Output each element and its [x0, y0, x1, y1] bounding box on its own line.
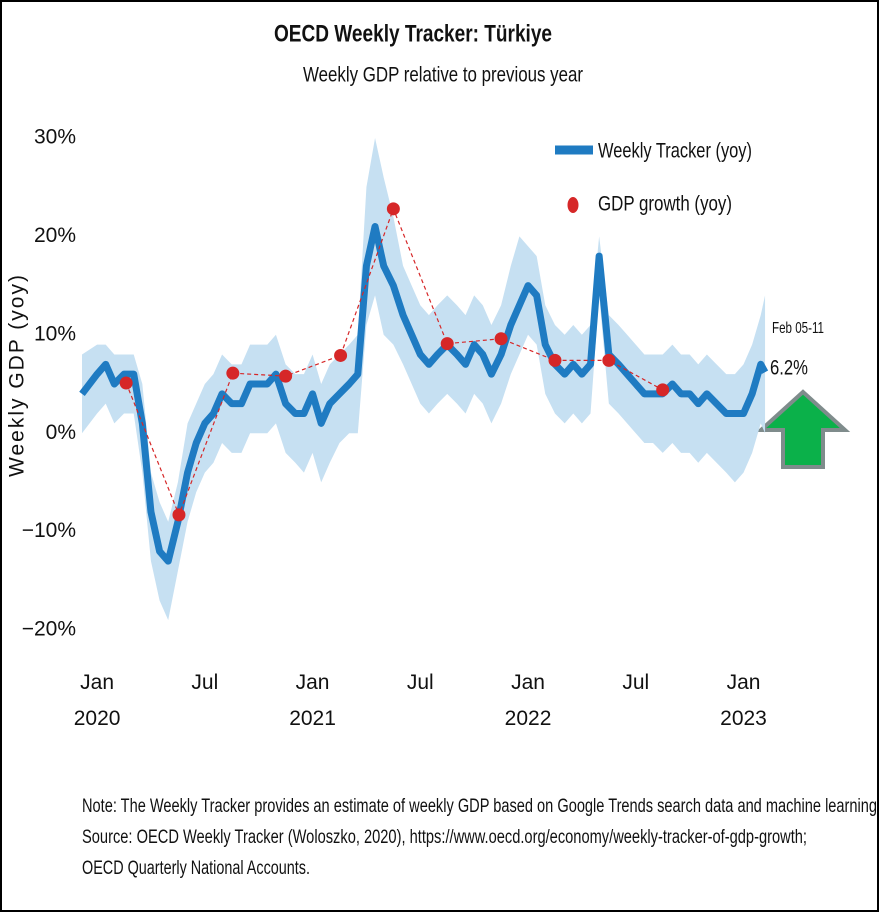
gdp-point	[656, 383, 670, 397]
y-tick-label: 10%	[34, 322, 76, 345]
gdp-point	[226, 366, 240, 380]
x-tick-label: Jan 2023	[720, 671, 767, 730]
note: OECD Quarterly National Accounts.	[82, 858, 310, 879]
legend-swatch	[567, 197, 579, 213]
gdp-point	[440, 337, 454, 351]
y-axis-label: Weekly GDP (yoy)	[6, 273, 29, 477]
confidence-band	[82, 137, 766, 621]
y-tick-label: 30%	[34, 126, 76, 149]
gdp-point	[119, 376, 133, 390]
y-tick-label: −10%	[22, 519, 76, 542]
x-tick-label: Jan 2020	[74, 671, 121, 730]
legend-label: Weekly Tracker (yoy)	[598, 140, 752, 163]
tracker-line	[79, 223, 769, 565]
chart-title: OECD Weekly Tracker: Türkiye	[274, 20, 552, 47]
y-tick-label: −20%	[22, 618, 76, 641]
annotation-date: Feb 05-11	[772, 320, 824, 337]
y-tick-label: 0%	[46, 421, 76, 444]
x-tick-label: Jan 2022	[505, 671, 552, 730]
gdp-point	[386, 202, 400, 216]
note: Note: The Weekly Tracker provides an est…	[82, 796, 877, 817]
legend-label: GDP growth (yoy)	[598, 193, 732, 216]
y-tick-label: 20%	[34, 224, 76, 247]
x-tick-label: Jul	[407, 671, 434, 694]
gdp-point	[494, 332, 508, 346]
note: Source: OECD Weekly Tracker (Woloszko, 2…	[82, 827, 807, 848]
chart-subtitle: Weekly GDP relative to previous year	[303, 64, 583, 87]
x-tick-label: Jul	[622, 671, 649, 694]
gdp-point	[334, 348, 348, 362]
gdp-point	[172, 508, 186, 522]
gdp-point	[602, 353, 616, 367]
x-tick-label: Jul	[191, 671, 218, 694]
x-tick-label: Jan 2021	[289, 671, 336, 730]
gdp-point	[279, 369, 293, 383]
annotation-value: 6.2%	[770, 357, 808, 380]
gdp-point	[548, 353, 562, 367]
